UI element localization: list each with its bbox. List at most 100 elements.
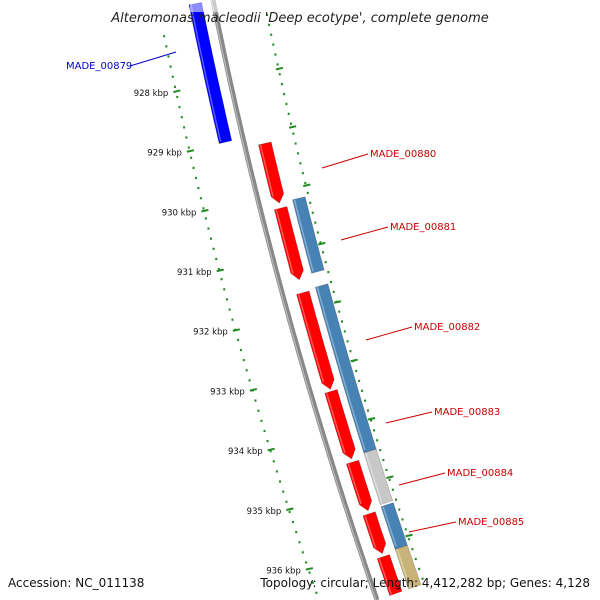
ring-dot: [376, 439, 379, 442]
ring-dot: [278, 73, 281, 76]
ring-dot: [315, 591, 318, 594]
ring-dot: [167, 55, 170, 58]
orf-segment: [292, 196, 325, 274]
gene-leader-line: [129, 51, 177, 67]
ring-dot: [298, 541, 301, 544]
ring-dot: [330, 280, 333, 284]
gene-made-00885-shine: [364, 515, 377, 548]
ring-dot: [411, 548, 414, 551]
ring-dot: [370, 419, 373, 422]
gene-made-00880-shine: [259, 144, 274, 197]
ring-dot: [288, 510, 291, 513]
ring-dot: [418, 567, 421, 571]
ring-dot: [187, 146, 190, 149]
ring-dot: [327, 270, 330, 274]
ring-dot: [248, 379, 251, 382]
kbp-tick-label: 933 kbp: [210, 387, 245, 397]
kbp-tick-label: 934 kbp: [228, 447, 263, 457]
ring-dot: [349, 350, 352, 353]
orf-segment: [363, 448, 394, 505]
orf-segment: [394, 544, 422, 590]
ring-dot: [421, 577, 424, 580]
map-title: Alteromonas macleodii 'Deep ecotype', co…: [110, 11, 488, 26]
ring-dot: [332, 290, 335, 293]
topology-text: Topology: circular; Length: 4,412,282 bp…: [259, 576, 590, 590]
gene-leader-line: [365, 326, 413, 341]
ring-dot: [192, 166, 195, 169]
ring-dot: [388, 478, 391, 481]
ring-dot: [340, 320, 343, 323]
ring-dot: [382, 458, 385, 462]
kbp-tick: [186, 149, 195, 153]
ring-dot: [183, 126, 186, 129]
kbp-tick: [232, 328, 241, 332]
gene-leader-line: [398, 472, 446, 486]
kbp-tick: [201, 208, 209, 213]
gene-made-00879-shine: [190, 4, 222, 142]
gene-made-00884: [345, 459, 373, 512]
outer-tick: [333, 300, 342, 304]
ring-dot: [385, 468, 388, 472]
outer-tick: [303, 183, 311, 188]
ring-dot: [199, 197, 202, 200]
ring-dot: [176, 95, 179, 99]
ring-dot: [169, 65, 172, 68]
ring-dot: [194, 176, 197, 180]
ring-dot: [180, 116, 183, 119]
ring-dot: [301, 551, 304, 554]
ring-dot: [270, 33, 273, 36]
ring-dot: [297, 152, 300, 155]
outer-tick: [405, 533, 413, 538]
ring-dot: [279, 480, 282, 483]
ring-dot: [401, 518, 404, 521]
kbp-tick-label: 935 kbp: [247, 507, 282, 517]
ring-dot: [285, 500, 288, 503]
gene-made-00884-shine: [347, 463, 362, 505]
gene-label: MADE_00884: [447, 468, 513, 479]
gene-label: MADE_00881: [390, 222, 456, 233]
ring-dot: [282, 490, 285, 493]
outer-tick: [288, 125, 297, 129]
ring-dot: [408, 538, 411, 541]
kbp-tick: [216, 268, 224, 273]
gene-leader-line: [385, 411, 433, 424]
ring-dot: [305, 561, 308, 564]
ring-dot: [338, 310, 341, 313]
ring-dot: [364, 399, 367, 402]
ring-dot: [391, 488, 394, 491]
gene-label: MADE_00885: [458, 517, 524, 528]
orf-segment-shine: [382, 506, 397, 547]
gene-fade: [190, 0, 240, 12]
ring-dot: [220, 278, 223, 281]
ring-dot: [207, 227, 210, 230]
backbone-line: [210, 0, 380, 600]
ring-dot: [197, 186, 200, 190]
kbp-tick-label: 932 kbp: [193, 328, 228, 338]
ring-dot: [269, 450, 272, 453]
ring-dot: [361, 389, 364, 392]
accession-text: Accession: NC_011138: [8, 576, 144, 590]
ring-dot: [223, 288, 226, 291]
ring-dot: [239, 348, 242, 352]
ring-dot: [319, 241, 322, 244]
outer-tick: [275, 66, 284, 71]
ring-dot: [295, 531, 298, 534]
gene-made-00881-shine: [275, 209, 294, 274]
ring-dot: [292, 132, 295, 135]
ring-dot: [268, 23, 271, 26]
ring-dot: [355, 369, 358, 373]
track-layer: [163, 0, 424, 600]
ring-dot: [263, 429, 266, 433]
gene-label: MADE_00880: [370, 149, 436, 160]
ring-dot: [272, 43, 275, 46]
ring-dot: [299, 162, 302, 165]
feature-layer: [188, 0, 422, 596]
ring-dot: [283, 92, 286, 96]
ring-dot: [314, 221, 317, 224]
ring-dot: [174, 85, 177, 88]
gene-next-shine: [378, 558, 393, 595]
ring-dot: [210, 237, 213, 240]
outer-tick: [367, 416, 376, 421]
orf-segment-shine: [293, 199, 314, 272]
ring-dot: [254, 399, 257, 402]
